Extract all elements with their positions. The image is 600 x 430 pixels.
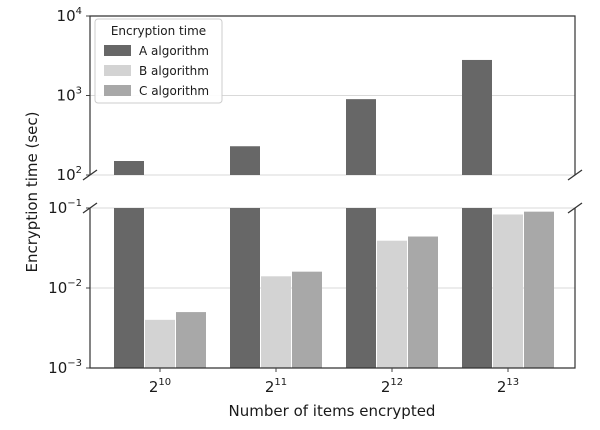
bar-c-algorithm	[176, 312, 206, 368]
bar-c-algorithm	[292, 271, 322, 368]
x-axis-ticks: 210 211 212 213	[149, 368, 519, 396]
legend: Encryption time A algorithm B algorithm C a…	[94, 18, 223, 104]
x-tick-label: 210	[149, 377, 171, 396]
bar-a-algorithm	[462, 59, 492, 175]
x-axis-title: Number of items encrypted	[229, 402, 436, 420]
legend-swatch	[104, 65, 131, 76]
y-tick-label: 103	[57, 86, 82, 105]
bar-b-algorithm	[145, 319, 175, 368]
bar-b-algorithm	[493, 214, 523, 368]
bar-a-algorithm	[462, 208, 492, 368]
legend-label: B algorithm	[139, 64, 209, 78]
y-tick-label: 10−3	[48, 358, 82, 377]
legend-swatch	[104, 45, 131, 56]
legend-label: C algorithm	[139, 84, 209, 98]
x-tick-label: 213	[497, 377, 519, 396]
bar-c-algorithm	[524, 211, 554, 368]
bar-a-algorithm	[346, 208, 376, 368]
bar-a-algorithm	[230, 208, 260, 368]
x-tick-label: 212	[381, 377, 403, 396]
bar-b-algorithm	[377, 240, 407, 368]
lower-panel: 10−3 10−2 10−1	[48, 198, 576, 377]
lower-frame	[89, 208, 576, 369]
legend-swatch	[104, 85, 131, 96]
upper-panel: 102 103 104	[57, 6, 576, 184]
legend-title: Encryption time	[111, 24, 206, 38]
bar-a-algorithm	[114, 161, 144, 175]
axis-break-marks	[82, 169, 583, 214]
y-tick-label: 10−1	[48, 198, 82, 217]
break-mark	[567, 169, 583, 181]
y-tick-label: 10−2	[48, 278, 82, 297]
y-tick-label: 102	[57, 165, 82, 184]
legend-box	[94, 18, 223, 104]
y-axis-title: Encryption time (sec)	[23, 112, 41, 273]
bar-a-algorithm	[114, 208, 144, 368]
bar-a-algorithm	[346, 99, 376, 175]
upper-frame	[89, 15, 576, 175]
bar-b-algorithm	[261, 276, 291, 368]
bar-a-algorithm	[230, 146, 260, 175]
break-mark	[82, 202, 98, 214]
x-tick-label: 211	[265, 377, 287, 396]
break-mark	[567, 202, 583, 214]
break-mark	[82, 169, 98, 181]
y-tick-label: 104	[57, 6, 82, 25]
bar-c-algorithm	[408, 236, 438, 368]
legend-label: A algorithm	[139, 44, 209, 58]
